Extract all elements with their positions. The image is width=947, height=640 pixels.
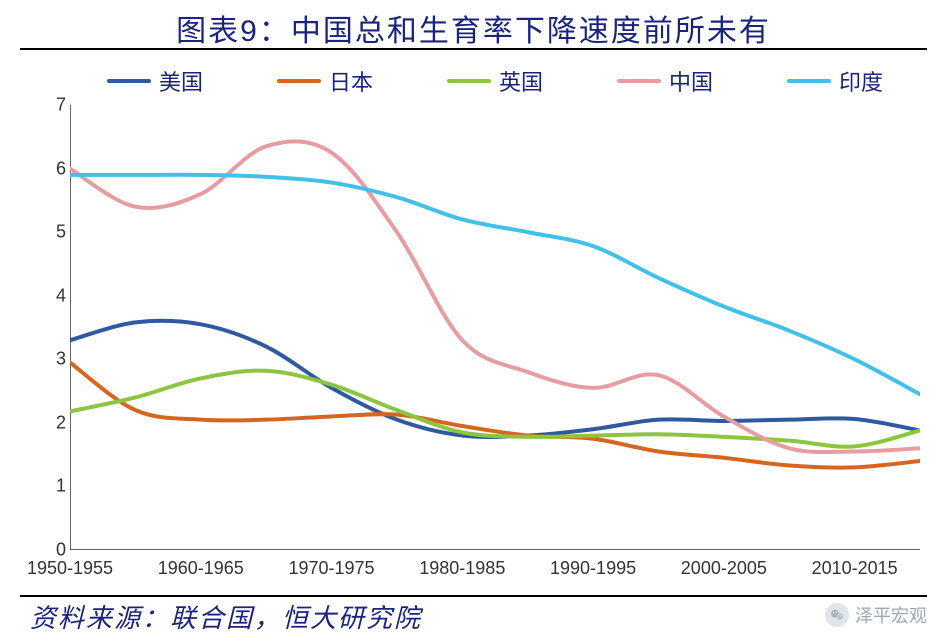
x-tick-label: 1980-1985 xyxy=(419,558,505,579)
legend-item: 中国 xyxy=(617,65,713,97)
y-axis-labels: 01234567 xyxy=(30,105,66,550)
y-tick-label: 2 xyxy=(30,412,66,433)
x-tick-label: 2000-2005 xyxy=(681,558,767,579)
series-line xyxy=(70,371,920,447)
watermark: 泽平宏观 xyxy=(825,602,927,628)
x-tick-label: 1990-1995 xyxy=(550,558,636,579)
source-text: 资料来源：联合国，恒大研究院 xyxy=(30,598,422,635)
legend-label: 中国 xyxy=(669,65,713,97)
x-tick-label: 1950-1955 xyxy=(27,558,113,579)
y-tick-label: 1 xyxy=(30,476,66,497)
legend-swatch xyxy=(787,79,831,83)
legend-label: 日本 xyxy=(329,65,373,97)
legend-swatch xyxy=(447,79,491,83)
legend-item: 印度 xyxy=(787,65,883,97)
x-tick-label: 1970-1975 xyxy=(288,558,374,579)
legend-swatch xyxy=(617,79,661,83)
plot-area xyxy=(70,105,920,550)
y-tick-label: 4 xyxy=(30,285,66,306)
y-tick-label: 6 xyxy=(30,158,66,179)
x-axis-labels: 1950-19551960-19651970-19751980-19851990… xyxy=(70,558,920,588)
legend-swatch xyxy=(107,79,151,83)
y-tick-label: 3 xyxy=(30,349,66,370)
legend-item: 日本 xyxy=(277,65,373,97)
legend-item: 美国 xyxy=(107,65,203,97)
legend-label: 印度 xyxy=(839,65,883,97)
y-tick-label: 5 xyxy=(30,222,66,243)
legend: 美国 日本 英国 中国 印度 xyxy=(70,60,920,102)
chart-title: 图表9：中国总和生育率下降速度前所未有 xyxy=(0,6,947,50)
watermark-text: 泽平宏观 xyxy=(855,602,927,628)
legend-item: 英国 xyxy=(447,65,543,97)
bottom-rule xyxy=(20,595,927,597)
series-line xyxy=(70,141,920,452)
y-tick-label: 7 xyxy=(30,95,66,116)
legend-swatch xyxy=(277,79,321,83)
x-tick-label: 2010-2015 xyxy=(812,558,898,579)
top-rule xyxy=(20,48,927,50)
chart-svg xyxy=(70,105,920,550)
x-tick-label: 1960-1965 xyxy=(158,558,244,579)
wechat-icon xyxy=(825,603,849,627)
legend-label: 英国 xyxy=(499,65,543,97)
legend-label: 美国 xyxy=(159,65,203,97)
